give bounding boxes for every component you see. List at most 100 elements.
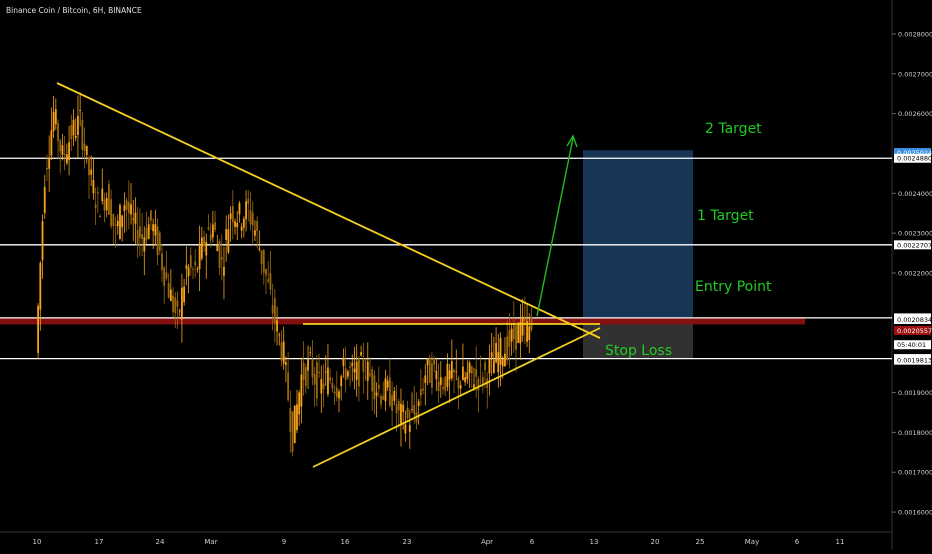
candle-body: [254, 230, 256, 236]
price-label: 0.0019813: [897, 357, 932, 365]
candle-body: [68, 142, 70, 160]
x-tick-label: 24: [156, 538, 165, 546]
price-label: 0.0025024: [897, 149, 932, 157]
annotation-entry-point: Entry Point: [695, 279, 772, 295]
candle-body: [77, 116, 79, 135]
candle-body: [43, 186, 46, 214]
candle-body: [508, 330, 511, 347]
y-tick-label: 0.0017000: [898, 469, 932, 477]
candle-body: [450, 361, 453, 379]
candle-body: [50, 130, 53, 156]
candle-body: [194, 261, 197, 266]
candle-body: [298, 392, 301, 415]
entry-zone: [0, 317, 805, 325]
y-tick-label: 0.0024000: [898, 190, 932, 198]
candle-body: [101, 188, 104, 202]
candle-body: [99, 215, 101, 218]
candle-body: [338, 391, 340, 399]
candle-body: [176, 300, 179, 307]
candle-body: [265, 268, 267, 276]
y-tick-label: 0.0022000: [898, 270, 932, 278]
candle-body: [74, 135, 77, 139]
price-label: 0.0020557: [897, 327, 932, 335]
candle-body: [515, 325, 517, 350]
candle-body: [203, 236, 205, 247]
candle-body: [141, 234, 143, 239]
candle-body: [119, 205, 121, 239]
candle-body: [506, 336, 509, 361]
candle-body: [504, 353, 506, 367]
candle-body: [309, 352, 312, 353]
candle-body: [209, 234, 212, 241]
candle-body: [406, 407, 409, 419]
candle-body: [386, 380, 389, 388]
candle-body: [523, 318, 526, 322]
candle-body: [205, 241, 208, 256]
candle-body: [479, 364, 482, 366]
candle-body: [289, 408, 292, 432]
candle-body: [256, 221, 259, 231]
candle-body: [358, 358, 360, 387]
annotation-2-target: 2 Target: [705, 121, 762, 137]
candle-body: [211, 224, 214, 238]
candle-body: [377, 384, 380, 390]
y-tick-label: 0.0018000: [898, 429, 932, 437]
candle-body: [466, 372, 469, 380]
candle-body: [302, 362, 305, 380]
candle-body: [172, 295, 174, 312]
candle-body: [362, 358, 365, 372]
candle-body: [346, 371, 349, 377]
candle-body: [307, 359, 309, 371]
candle-body: [39, 262, 42, 310]
candle-body: [152, 224, 155, 232]
candle-body: [422, 388, 424, 391]
candle-body: [251, 212, 254, 226]
candle-body: [413, 405, 416, 415]
candle-body: [103, 199, 106, 211]
candle-body: [54, 109, 57, 125]
candle-body: [384, 378, 387, 402]
candle-body: [178, 310, 181, 312]
candle-body: [393, 391, 396, 401]
candle-body: [404, 424, 407, 434]
candle-body: [247, 198, 250, 204]
annotation-1-target: 1 Target: [697, 208, 754, 224]
candle-body: [234, 221, 236, 227]
y-tick-label: 0.0019000: [898, 389, 932, 397]
candle-body: [397, 401, 400, 411]
candle-body: [293, 405, 296, 443]
candle-body: [402, 404, 405, 412]
candle-body: [59, 140, 62, 152]
candle-body: [499, 337, 502, 365]
price-label-bg: [894, 355, 931, 365]
x-tick-label: 13: [590, 538, 599, 546]
price-label-bg: [894, 314, 931, 324]
candle-body: [183, 286, 186, 303]
candle-body: [125, 200, 128, 210]
candle-body: [453, 369, 455, 373]
candle-body: [455, 371, 458, 373]
trendline-ascending: [312, 327, 601, 468]
candle-body: [473, 384, 475, 389]
candle-body: [225, 229, 228, 240]
candle-body: [181, 287, 183, 320]
candle-body: [189, 255, 192, 268]
candle-body: [366, 361, 369, 381]
candle-body: [145, 228, 148, 241]
candle-body: [114, 224, 117, 226]
candle-body: [169, 289, 172, 301]
candle-body: [57, 123, 59, 141]
candle-body: [304, 367, 307, 387]
candle-body: [65, 154, 68, 164]
x-tick-label: 17: [95, 538, 104, 546]
candle-body: [428, 357, 431, 383]
x-tick-label: 6: [530, 538, 535, 546]
candle-body: [136, 230, 139, 245]
candle-body: [331, 383, 334, 389]
candle-body: [360, 352, 363, 356]
candle-body: [110, 199, 113, 227]
candle-body: [373, 375, 376, 400]
candle-body: [216, 245, 219, 252]
candle-body: [313, 374, 316, 385]
